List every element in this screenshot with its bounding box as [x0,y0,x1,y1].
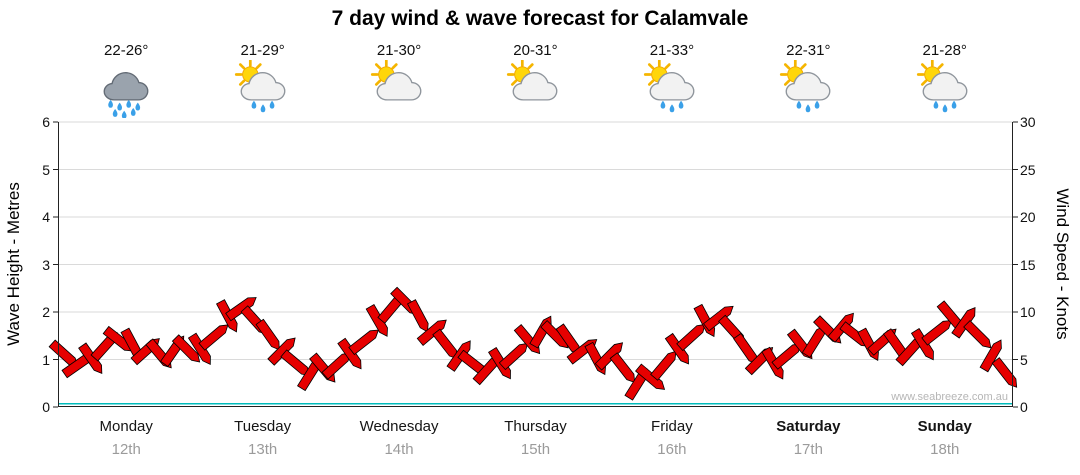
day-name: Friday [651,418,693,435]
wind-plot-svg [48,121,1018,408]
watermark: www.seabreeze.com.au [891,391,1008,403]
day-names-row: Monday Tuesday Wednesday Thursday Friday Satu… [58,418,1013,435]
sun-shower-icon [916,59,968,113]
sun-shower-icon [780,59,831,113]
day-name: Saturday [776,418,841,435]
sun-shower-icon [234,59,286,113]
right-axis-tick: 30 [1020,114,1036,130]
right-axis-tick: 20 [1020,209,1036,225]
day-date: 17th [793,441,823,458]
weather-icons-row [58,59,1013,119]
weather-icon [331,59,467,118]
plot-area [48,121,1018,408]
left-axis-tick: 3 [42,256,50,273]
day-temp-range: 21-33° [649,42,695,59]
right-axis-tick: 10 [1020,304,1036,320]
sun-cloud-icon [370,59,422,101]
day-date: 18th [930,441,960,458]
right-axis-tick: 5 [1020,351,1028,368]
left-axis-tick: 5 [42,161,50,178]
day-temp-range: 22-31° [786,42,831,59]
day-date: 13th [248,441,278,458]
left-axis-tick: 1 [42,351,50,368]
weather-icon [604,59,740,118]
right-axis-tick: 0 [1020,399,1028,415]
day-date: 12th [111,441,141,458]
day-name: Wednesday [359,418,439,435]
weather-icon [467,59,603,118]
day-temp-range: 21-28° [922,42,967,59]
day-name: Monday [99,418,153,435]
sun-cloud-icon [507,59,558,101]
day-temp-range: 21-29° [240,42,285,59]
day-dates-row: 12th 13th 14th 15th 16th 17th 18th [58,441,1013,458]
day-date: 16th [657,441,687,458]
chart-title: 7 day wind & wave forecast for Calamvale [331,7,749,30]
weather-icon [194,59,330,118]
day-temp-range: 20-31° [513,42,558,59]
left-axis-tick: 4 [42,209,50,225]
day-date: 15th [520,441,551,458]
day-name: Thursday [504,418,567,435]
right-axis-tick: 25 [1020,161,1036,178]
day-temp-range: 22-26° [104,42,149,59]
rain-icon [103,72,149,119]
day-temp-range: 21-30° [376,42,422,59]
left-axis-tick: 6 [42,114,50,130]
temperature-row: 22-26° 21-29° 21-30° 20-31° 21-33° 22-31° 21-2… [58,42,1013,59]
right-axis-tick: 15 [1020,256,1036,273]
left-axis-tick: 0 [42,399,50,415]
sun-shower-icon [643,59,695,113]
weather-icon [740,59,876,118]
weather-icon [877,59,1013,118]
day-name: Tuesday [234,418,292,435]
weather-icon [58,60,194,119]
left-axis-tick: 2 [42,304,50,320]
day-name: Sunday [917,418,972,435]
day-date: 14th [384,441,414,458]
